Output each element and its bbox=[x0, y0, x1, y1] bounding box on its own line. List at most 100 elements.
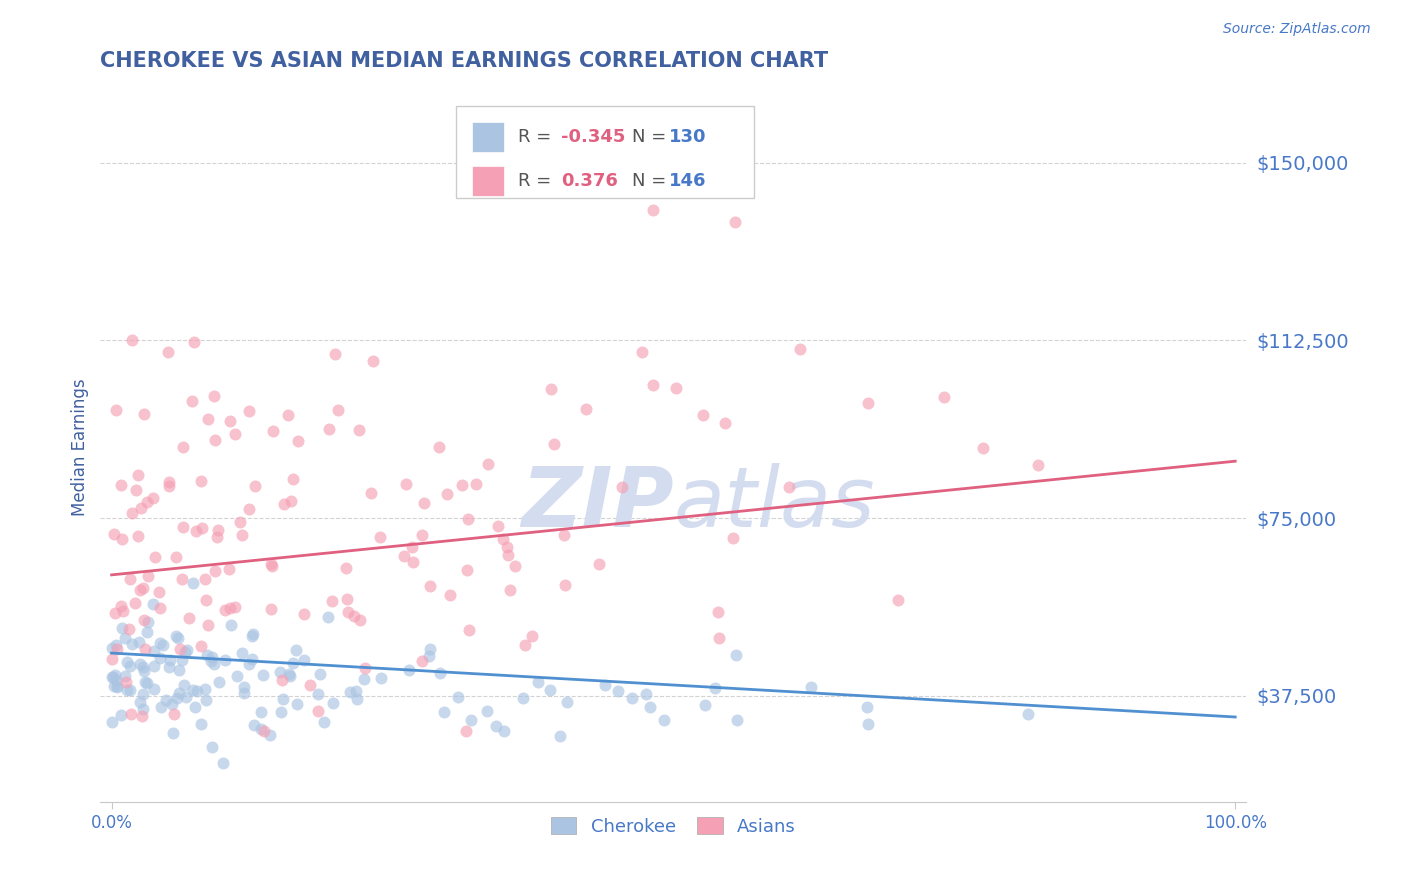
Point bbox=[709, 631, 731, 645]
Point bbox=[447, 690, 470, 704]
Point bbox=[129, 501, 152, 516]
Point bbox=[401, 541, 423, 555]
Point bbox=[713, 416, 735, 430]
Point bbox=[111, 622, 134, 636]
Point bbox=[411, 528, 433, 542]
Text: R =: R = bbox=[517, 172, 562, 190]
Point bbox=[201, 740, 224, 755]
Point bbox=[155, 693, 177, 707]
Point bbox=[128, 634, 150, 648]
Point bbox=[292, 607, 315, 622]
Text: N =: N = bbox=[633, 128, 672, 146]
Point bbox=[593, 678, 616, 692]
Point bbox=[457, 512, 479, 526]
Point bbox=[194, 693, 217, 707]
Point bbox=[418, 649, 440, 664]
Point bbox=[172, 440, 194, 454]
Point bbox=[104, 606, 127, 620]
Point bbox=[201, 649, 224, 664]
Point bbox=[321, 594, 343, 608]
Point bbox=[543, 436, 565, 450]
Point bbox=[607, 684, 630, 698]
Point bbox=[856, 699, 879, 714]
Point bbox=[118, 572, 141, 586]
Point bbox=[162, 697, 184, 711]
Point bbox=[233, 680, 256, 694]
Point bbox=[353, 672, 375, 686]
Point bbox=[142, 644, 165, 658]
Text: atlas: atlas bbox=[673, 463, 875, 544]
Point bbox=[273, 497, 295, 511]
Point bbox=[309, 667, 332, 681]
Point bbox=[1017, 707, 1039, 722]
Point bbox=[143, 550, 166, 565]
Point bbox=[157, 475, 180, 489]
Point bbox=[134, 408, 156, 422]
Point bbox=[120, 659, 142, 673]
Point bbox=[134, 613, 156, 627]
Point bbox=[194, 682, 217, 697]
Point bbox=[131, 708, 153, 723]
Point bbox=[224, 427, 246, 442]
Point bbox=[395, 477, 418, 491]
Point bbox=[336, 591, 359, 606]
Point bbox=[197, 617, 219, 632]
Point bbox=[181, 683, 204, 698]
Point bbox=[314, 714, 336, 729]
Point bbox=[165, 629, 187, 643]
Point bbox=[110, 707, 132, 722]
Point bbox=[100, 640, 122, 655]
Point bbox=[135, 675, 157, 690]
Point bbox=[339, 684, 361, 698]
Point bbox=[269, 665, 291, 679]
Point bbox=[456, 563, 478, 577]
Point bbox=[125, 483, 148, 497]
Point bbox=[229, 515, 252, 529]
Point bbox=[149, 635, 172, 649]
Point bbox=[477, 457, 499, 471]
Point bbox=[643, 202, 665, 217]
Text: ZIP: ZIP bbox=[520, 463, 673, 544]
Point bbox=[692, 408, 714, 422]
Point bbox=[143, 658, 166, 673]
Text: -0.345: -0.345 bbox=[561, 128, 626, 146]
Point bbox=[127, 529, 149, 543]
Point bbox=[128, 657, 150, 671]
Point bbox=[411, 654, 433, 668]
Point bbox=[575, 402, 598, 417]
Point bbox=[360, 486, 382, 500]
Point bbox=[159, 653, 181, 667]
Point bbox=[138, 615, 160, 629]
Point bbox=[250, 706, 273, 720]
Point bbox=[316, 610, 339, 624]
Point bbox=[337, 605, 360, 619]
Point bbox=[496, 548, 519, 562]
Point bbox=[127, 467, 149, 482]
Point bbox=[553, 527, 575, 541]
Point bbox=[132, 702, 155, 716]
Point bbox=[554, 578, 576, 592]
Point bbox=[197, 411, 219, 425]
Point bbox=[143, 681, 166, 696]
Point bbox=[132, 660, 155, 674]
Point bbox=[800, 680, 823, 694]
Point bbox=[433, 705, 456, 719]
Point bbox=[392, 549, 415, 563]
Point bbox=[157, 345, 180, 359]
Point bbox=[555, 695, 578, 709]
Point bbox=[259, 727, 281, 741]
Point bbox=[318, 422, 340, 436]
Point bbox=[184, 700, 207, 714]
Point bbox=[104, 673, 127, 688]
Text: N =: N = bbox=[633, 172, 672, 190]
Point bbox=[204, 433, 226, 447]
Point bbox=[105, 680, 128, 694]
Point bbox=[174, 690, 197, 704]
Point bbox=[465, 477, 488, 491]
Point bbox=[634, 687, 657, 701]
Point bbox=[181, 576, 204, 591]
Point bbox=[219, 600, 242, 615]
Point bbox=[166, 690, 188, 705]
Point bbox=[402, 555, 425, 569]
Point bbox=[260, 602, 283, 616]
